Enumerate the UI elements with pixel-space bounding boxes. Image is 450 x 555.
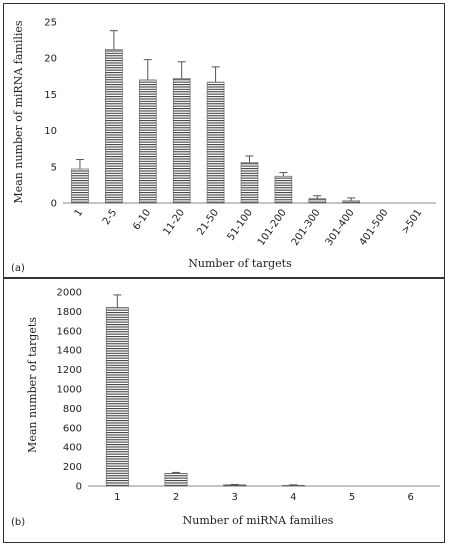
- y-tick-label: 1200: [57, 365, 82, 376]
- x-tick-label: 6: [407, 492, 413, 503]
- x-tick-label: 1: [73, 207, 86, 219]
- x-tick-label: >501: [400, 207, 425, 236]
- x-tick-label: 11-20: [161, 207, 187, 237]
- x-tick-label: 101-200: [256, 207, 289, 248]
- y-tick-label: 0: [51, 199, 57, 210]
- bar: [105, 49, 123, 204]
- chart-panel-b: Mean number of targets Number of miRNA f…: [11, 288, 440, 528]
- x-tick-label: 5: [349, 492, 355, 503]
- x-axis-title-a: Number of targets: [188, 257, 292, 270]
- panel-b-border: [3, 278, 445, 543]
- y-tick-label: 10: [44, 126, 57, 137]
- y-tick-label: 0: [76, 482, 82, 493]
- y-tick-label: 200: [63, 462, 82, 473]
- x-tick-label: 2-5: [101, 207, 119, 227]
- bar: [105, 307, 129, 487]
- y-tick-label: 1400: [57, 346, 82, 357]
- bar: [223, 484, 247, 487]
- x-tick-label: 201-300: [290, 207, 323, 248]
- y-tick-label: 15: [44, 90, 57, 101]
- x-tick-label: 301-400: [324, 207, 357, 248]
- panel-label-a: (a): [11, 263, 25, 274]
- bar: [164, 473, 188, 487]
- y-tick-label: 1600: [57, 326, 82, 337]
- y-axis-title-b: Mean number of targets: [26, 317, 39, 453]
- bar: [308, 198, 327, 204]
- x-axis-title-b: Number of miRNA families: [183, 514, 334, 527]
- x-tick-label: 401-500: [358, 207, 391, 248]
- panel-label-b: (b): [11, 517, 25, 528]
- bar: [281, 485, 305, 487]
- bar: [274, 175, 293, 204]
- x-tick-label: 4: [290, 492, 296, 503]
- bar: [71, 168, 89, 204]
- y-tick-label: 400: [63, 443, 82, 454]
- chart-panel-a: Mean number of miRNA families Number of …: [11, 18, 436, 274]
- y-tick-label: 600: [63, 423, 82, 434]
- bar: [342, 200, 361, 204]
- y-tick-label: 5: [51, 162, 57, 173]
- y-tick-label: 800: [63, 404, 82, 415]
- y-tick-label: 25: [44, 18, 57, 29]
- bar: [240, 162, 259, 204]
- bar: [206, 81, 225, 204]
- y-tick-label: 1000: [57, 385, 82, 396]
- x-tick-label: 2: [173, 492, 179, 503]
- x-tick-label: 6-10: [131, 207, 153, 232]
- panel-a-border: [3, 3, 445, 278]
- y-axis-title-a: Mean number of miRNA families: [12, 20, 25, 203]
- x-tick-label: 21-50: [195, 207, 221, 237]
- x-tick-label: 3: [231, 492, 237, 503]
- x-tick-label: 51-100: [226, 207, 255, 242]
- y-tick-label: 20: [44, 54, 57, 65]
- x-tick-label: 1: [114, 492, 120, 503]
- y-tick-label: 2000: [57, 288, 82, 299]
- y-tick-label: 1800: [57, 307, 82, 318]
- bar: [138, 79, 157, 204]
- bar: [172, 78, 191, 204]
